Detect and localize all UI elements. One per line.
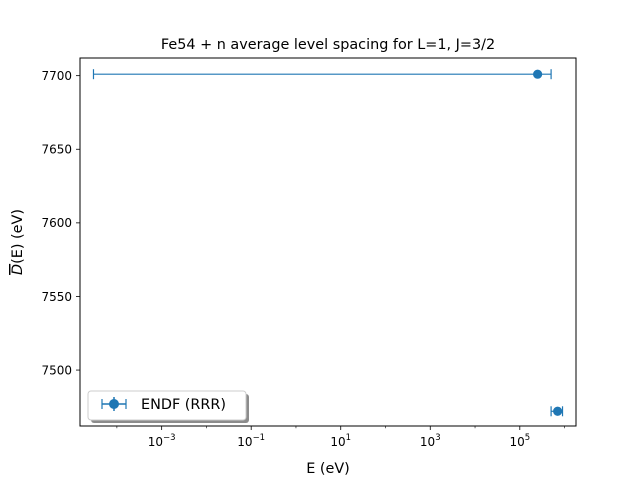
x-tick-label: 101	[330, 433, 351, 449]
x-tick-label-exponent: 1	[346, 433, 351, 443]
data-point	[533, 69, 543, 79]
y-tick-label: 7700	[41, 69, 72, 83]
y-tick-label: 7600	[41, 216, 72, 230]
plot-area	[80, 58, 576, 426]
y-axis-label: D(E) (eV)	[10, 209, 26, 275]
legend-label: ENDF (RRR)	[141, 397, 226, 413]
x-tick-label-base: 10	[148, 435, 163, 449]
axes-frame	[79, 57, 577, 427]
x-tick-label-base: 10	[330, 435, 345, 449]
y-tick-label: 7550	[41, 290, 72, 304]
x-tick-label: 103	[420, 433, 441, 449]
data-layer	[92, 69, 564, 417]
x-tick-label: 10−3	[148, 433, 176, 449]
x-tick-label-base: 10	[237, 435, 252, 449]
chart-title: Fe54 + n average level spacing for L=1, …	[161, 37, 495, 53]
x-tick-label-exponent: −1	[253, 433, 266, 443]
x-tick-label-base: 10	[420, 435, 435, 449]
x-axis-label: E (eV)	[306, 461, 350, 477]
y-axis-label-overline-symbol: D	[10, 264, 26, 275]
legend-marker	[109, 399, 119, 409]
x-tick-label-exponent: −3	[163, 433, 176, 443]
x-tick-label: 10−1	[237, 433, 265, 449]
legend: ENDF (RRR)	[87, 390, 249, 423]
x-tick-label-exponent: 5	[525, 433, 530, 443]
x-tick-label: 105	[509, 433, 530, 449]
y-axis-label-rest: (E) (eV)	[10, 209, 26, 264]
legend-box	[87, 390, 247, 421]
y-tick-label: 7650	[41, 143, 72, 157]
y-tick-label: 7500	[41, 363, 72, 377]
data-point	[553, 406, 563, 416]
axes-background	[80, 58, 576, 426]
x-tick-label-base: 10	[509, 435, 524, 449]
x-tick-label-exponent: 3	[435, 433, 440, 443]
